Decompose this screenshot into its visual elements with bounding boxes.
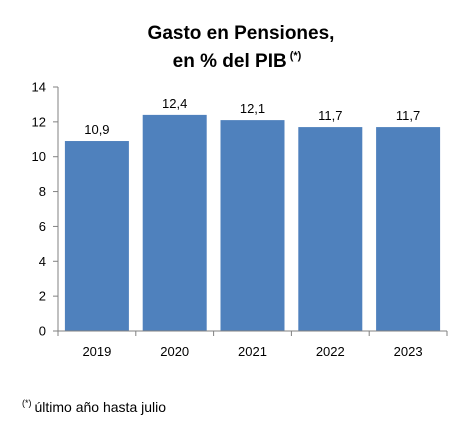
bar-2019 xyxy=(64,141,129,331)
data-label-2019: 10,9 xyxy=(84,122,109,137)
bar-chart: Gasto en Pensiones, en % del PIB (*) 10,9… xyxy=(32,23,448,359)
y-tick-label: 12 xyxy=(32,114,46,129)
footnote: (*) último año hasta julio xyxy=(22,398,166,415)
bar-2020 xyxy=(142,114,207,331)
data-label-2021: 12,1 xyxy=(240,101,265,116)
y-tick-label: 14 xyxy=(32,80,46,95)
footnote-marker: (*) xyxy=(22,398,32,408)
y-tick-label: 6 xyxy=(39,219,46,234)
x-tick-label-2022: 2022 xyxy=(316,344,345,359)
data-label-2023: 11,7 xyxy=(396,108,420,123)
x-tick-label-2021: 2021 xyxy=(238,344,267,359)
x-tick-label-2023: 2023 xyxy=(394,344,423,359)
data-label-2022: 11,7 xyxy=(318,108,342,123)
chart-title-marker: (*) xyxy=(290,50,302,62)
plot-area: 10,9 12,4 12,1 11,7 11,7 0 2 4 6 8 10 12 14 2019 2020 2… xyxy=(32,80,448,359)
data-label-2020: 12,4 xyxy=(162,96,187,111)
y-tick-label: 10 xyxy=(32,149,46,164)
y-tick-label: 8 xyxy=(39,184,46,199)
chart-title-line2: en % del PIB (*) xyxy=(173,50,302,72)
x-tick-label-2019: 2019 xyxy=(82,344,111,359)
chart-title-line1: Gasto en Pensiones, xyxy=(148,23,335,44)
x-tick-label-2020: 2020 xyxy=(160,344,189,359)
chart-title-line2-text: en % del PIB xyxy=(173,51,287,72)
y-tick-label: 2 xyxy=(39,289,46,304)
footnote-text: último año hasta julio xyxy=(34,399,167,415)
bar-2023 xyxy=(376,127,441,331)
bar-2021 xyxy=(220,120,285,331)
bar-2022 xyxy=(298,127,363,331)
y-tick-label: 0 xyxy=(39,324,46,339)
y-tick-label: 4 xyxy=(39,254,46,269)
